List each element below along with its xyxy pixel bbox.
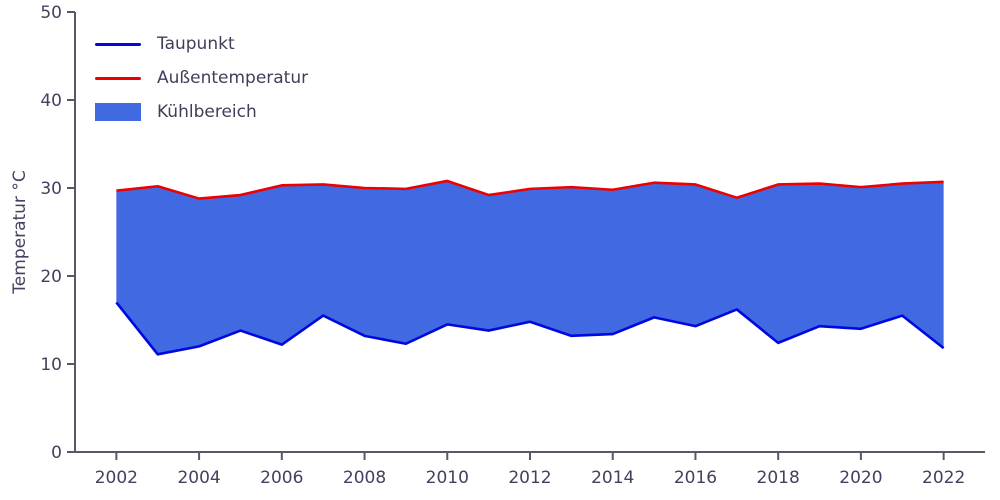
aussentemperatur-line [116, 179, 944, 200]
legend-label-kuehlbereich: Kühlbereich [157, 102, 257, 122]
y-tick-label: 10 [40, 355, 62, 375]
legend-item-aussentemperatur: Außentemperatur [95, 67, 308, 89]
y-tick-label: 50 [40, 3, 62, 23]
y-tick-label: 40 [40, 91, 62, 111]
legend-label-taupunkt: Taupunkt [157, 34, 235, 54]
taupunkt-line-swatch [95, 42, 141, 46]
taupunkt-line [115, 301, 945, 356]
x-tick-label: 2002 [95, 468, 138, 488]
cooling-area [116, 180, 944, 355]
y-axis-label: Temperatur °C [10, 170, 30, 294]
legend-label-aussentemperatur: Außentemperatur [157, 68, 309, 88]
x-tick-label: 2006 [260, 468, 303, 488]
x-tick-label: 2008 [343, 468, 386, 488]
x-tick-label: 2016 [674, 468, 717, 488]
x-tick-label: 2022 [922, 468, 965, 488]
x-tick-label: 2014 [591, 468, 634, 488]
x-tick-label: 2020 [839, 468, 882, 488]
legend-item-taupunkt: Taupunkt [95, 33, 308, 55]
legend-item-kuehlbereich: Kühlbereich [95, 101, 308, 123]
x-tick-label: 2012 [508, 468, 551, 488]
y-tick-label: 0 [51, 443, 62, 463]
kuehlbereich-patch-swatch [95, 103, 141, 121]
x-tick-label: 2010 [426, 468, 469, 488]
chart-legend: Taupunkt Außentemperatur Kühlbereich [95, 33, 308, 123]
y-tick-label: 30 [40, 179, 62, 199]
aussentemperatur-line-swatch [95, 76, 141, 80]
x-tick-label: 2004 [177, 468, 220, 488]
y-tick-label: 20 [40, 267, 62, 287]
x-tick-label: 2018 [757, 468, 800, 488]
